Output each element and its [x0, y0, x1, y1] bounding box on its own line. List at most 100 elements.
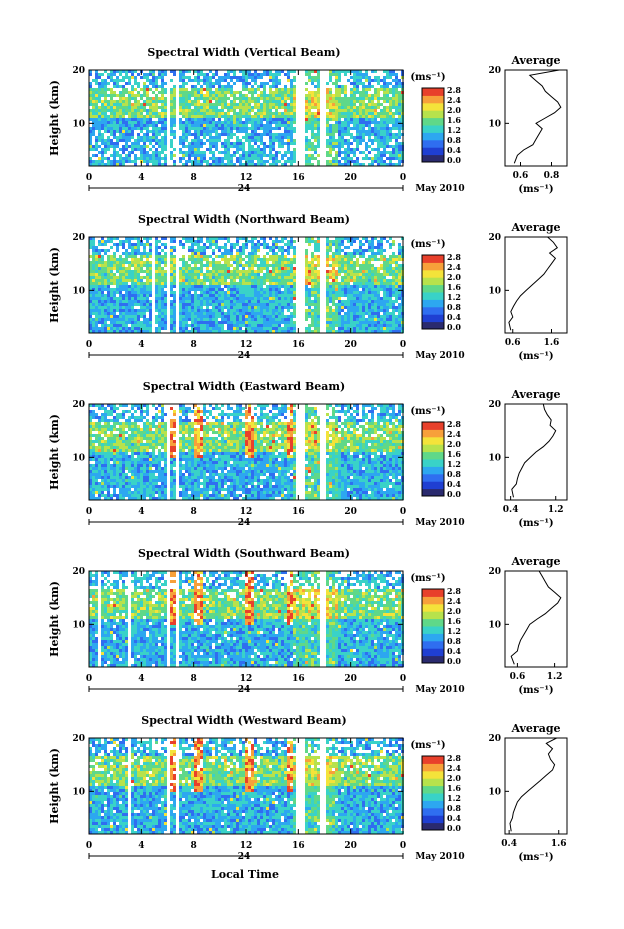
- x-tick-label: 20: [344, 340, 357, 350]
- average-unit: (ms⁻¹): [518, 351, 553, 362]
- colorbar-segment: [422, 618, 444, 627]
- colorbar-tick-label: 1.6: [447, 282, 461, 292]
- x-tick-label: 4: [138, 173, 144, 183]
- average-x-tick-label: 1.2: [548, 505, 564, 515]
- day-label: 24: [238, 184, 251, 194]
- colorbar-tick-label: 2.4: [447, 596, 461, 606]
- average-y-tick-label: 10: [488, 620, 501, 630]
- colorbar-segment: [422, 102, 444, 111]
- x-tick-label: 0: [400, 841, 406, 851]
- colorbar-segment: [422, 793, 444, 801]
- colorbar-frame: [421, 254, 445, 330]
- average-frame: [504, 236, 568, 334]
- colorbar-tick-label: 0.0: [447, 489, 461, 499]
- average-x-tick-label: 0.6: [505, 338, 521, 348]
- x-tick-label: 0: [86, 340, 92, 350]
- colorbar-segment: [422, 269, 444, 278]
- y-axis-label: Height (km): [48, 414, 61, 490]
- date-label: May 2010: [415, 351, 464, 361]
- average-profile-line: [513, 69, 562, 164]
- y-tick-label: 10: [72, 119, 85, 129]
- x-tick-label: 12: [240, 841, 253, 851]
- colorbar-segment: [422, 756, 444, 764]
- colorbar-segment: [422, 277, 444, 286]
- x-tick-label: 0: [400, 674, 406, 684]
- colorbar-tick-label: 0.8: [447, 135, 461, 145]
- colorbar-tick-label: 2.4: [447, 763, 461, 773]
- colorbar-tick-label: 1.6: [447, 449, 461, 459]
- panel-title: Spectral Width (Westward Beam): [141, 714, 346, 727]
- colorbar-tick-label: 0.0: [447, 155, 461, 165]
- colorbar-segment: [422, 436, 444, 445]
- y-tick-label: 10: [72, 620, 85, 630]
- colorbar-segment: [422, 451, 444, 460]
- panel-title: Spectral Width (Northward Beam): [138, 213, 350, 226]
- colorbar-tick-label: 0.4: [447, 145, 461, 155]
- x-tick-label: 12: [240, 340, 253, 350]
- x-tick-label: 0: [400, 507, 406, 517]
- average-x-tick-label: 1.2: [547, 672, 563, 682]
- colorbar-tick-label: 1.2: [447, 292, 461, 302]
- date-label: May 2010: [415, 184, 464, 194]
- colorbar-segment: [422, 110, 444, 119]
- x-tick-label: 12: [240, 674, 253, 684]
- average-y-tick-label: 20: [488, 567, 501, 577]
- x-tick-label: 12: [240, 507, 253, 517]
- colorbar-segment: [422, 132, 444, 141]
- colorbar-segment: [422, 88, 444, 96]
- day-label: 24: [238, 518, 251, 528]
- colorbar-tick-label: 0.4: [447, 312, 461, 322]
- x-tick-label: 8: [191, 340, 197, 350]
- colorbar-unit: (ms⁻¹): [410, 72, 445, 83]
- y-tick-label: 10: [72, 453, 85, 463]
- average-frame: [504, 403, 568, 501]
- colorbar-segment: [422, 596, 444, 605]
- colorbar-segment: [422, 262, 444, 271]
- y-tick-label: 10: [72, 787, 85, 797]
- panel-1: Spectral Width (Vertical Beam) 20 10 Height…: [48, 46, 568, 195]
- colorbar-segment: [422, 603, 444, 612]
- colorbar-tick-label: 1.2: [447, 626, 461, 636]
- x-axis-label: Local Time: [211, 868, 279, 881]
- y-tick-label: 20: [72, 233, 85, 243]
- heatmap-cells: [89, 237, 404, 333]
- y-tick-label: 20: [72, 734, 85, 744]
- colorbar-tick-label: 2.4: [447, 429, 461, 439]
- colorbar-tick-label: 2.8: [447, 753, 461, 763]
- colorbar-tick-label: 2.0: [447, 439, 461, 449]
- colorbar-segment: [422, 314, 444, 323]
- date-label: May 2010: [415, 518, 464, 528]
- colorbar-segment: [422, 422, 444, 430]
- colorbar-tick-label: 2.8: [447, 586, 461, 596]
- colorbar-tick-label: 0.4: [447, 646, 461, 656]
- average-y-tick-label: 20: [488, 66, 501, 76]
- colorbar-segment: [422, 800, 444, 809]
- colorbar-tick-label: 1.6: [447, 115, 461, 125]
- average-title: Average: [510, 388, 560, 401]
- date-label: May 2010: [415, 852, 464, 862]
- colorbar-unit: (ms⁻¹): [410, 740, 445, 751]
- average-profile-line: [511, 403, 557, 498]
- x-tick-label: 8: [191, 507, 197, 517]
- heatmap-cells: [89, 571, 404, 667]
- colorbar-unit: (ms⁻¹): [410, 406, 445, 417]
- average-x-tick-label: 0.4: [503, 505, 519, 515]
- colorbar-tick-label: 2.0: [447, 773, 461, 783]
- panel-title: Spectral Width (Eastward Beam): [143, 380, 345, 393]
- date-label: May 2010: [415, 685, 464, 695]
- x-tick-label: 4: [138, 507, 144, 517]
- average-unit: (ms⁻¹): [518, 184, 553, 195]
- colorbar-segment: [422, 589, 444, 597]
- y-axis-label: Height (km): [48, 247, 61, 323]
- y-axis-label: Height (km): [48, 80, 61, 156]
- average-y-tick-label: 10: [488, 286, 501, 296]
- x-tick-label: 16: [292, 507, 305, 517]
- y-axis-label: Height (km): [48, 748, 61, 824]
- colorbar-frame: [421, 588, 445, 664]
- y-tick-label: 20: [72, 400, 85, 410]
- average-y-tick-label: 10: [488, 787, 501, 797]
- x-tick-label: 20: [344, 674, 357, 684]
- colorbar-segment: [422, 299, 444, 308]
- x-tick-label: 4: [138, 841, 144, 851]
